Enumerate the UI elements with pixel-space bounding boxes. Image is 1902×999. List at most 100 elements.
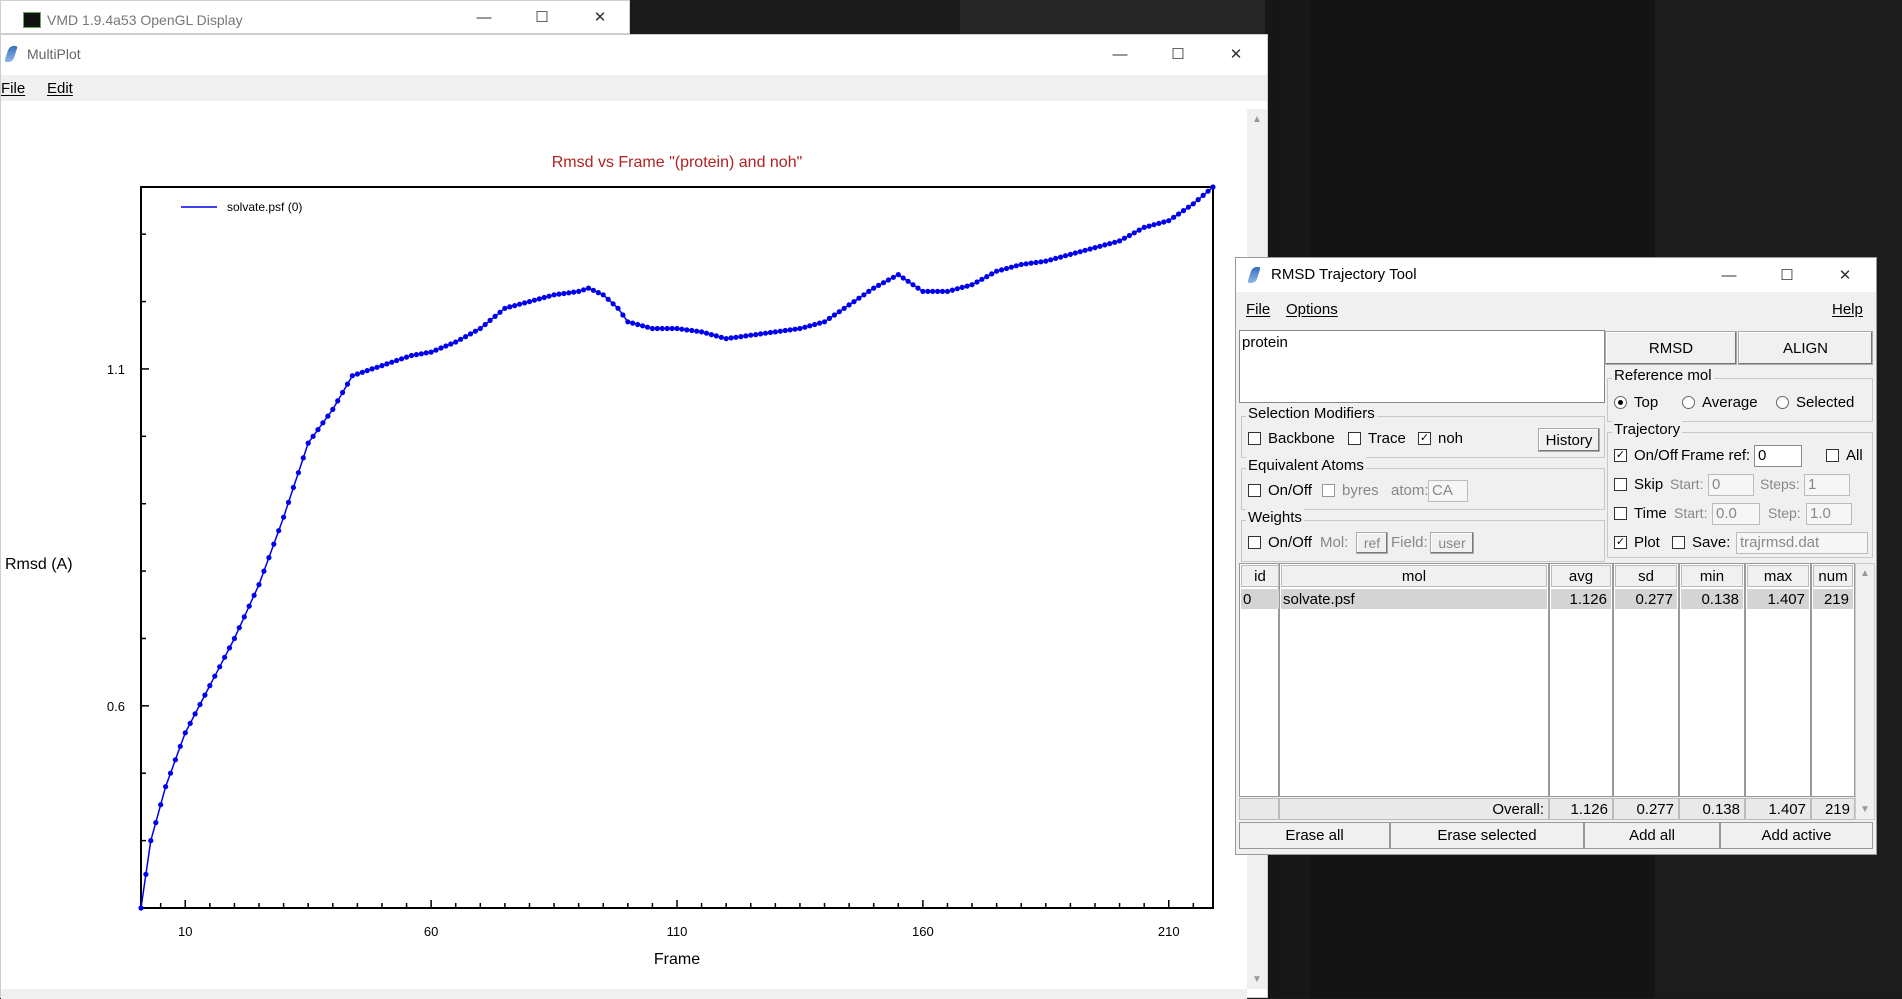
close-icon[interactable]: ✕	[1838, 267, 1852, 284]
trajectory-label: Trajectory	[1612, 421, 1683, 438]
save-checkbox[interactable]	[1672, 536, 1685, 549]
data-point	[433, 347, 439, 353]
menu-file[interactable]: File	[1, 80, 26, 97]
scroll-down-icon[interactable]: ▼	[1252, 973, 1262, 985]
row-sd[interactable]: 0.277	[1615, 589, 1677, 609]
menu-options[interactable]: Options	[1286, 301, 1338, 318]
backbone-checkbox[interactable]	[1248, 432, 1261, 445]
data-point	[1200, 192, 1206, 198]
min-header[interactable]: min	[1681, 565, 1743, 587]
multiplot-titlebar[interactable]: MultiPlot — ☐ ✕	[1, 35, 1267, 73]
data-point	[1171, 214, 1177, 220]
trajectory-onoff-checkbox[interactable]: ✓	[1614, 449, 1627, 462]
horizontal-scrollbar[interactable]	[1, 989, 1247, 999]
rmsd-button[interactable]: RMSD	[1605, 331, 1737, 365]
byres-checkbox[interactable]	[1322, 484, 1335, 497]
data-point	[890, 274, 897, 280]
data-point	[723, 336, 729, 342]
erase-selected-button[interactable]: Erase selected	[1390, 822, 1584, 849]
equivalent-atoms-label: Equivalent Atoms	[1246, 457, 1366, 474]
multiplot-menubar: File Edit	[1, 75, 1267, 101]
frame-ref-entry[interactable]: 0	[1754, 445, 1802, 467]
ref-button[interactable]: ref	[1356, 532, 1388, 554]
minimize-icon[interactable]: —	[476, 8, 492, 26]
weights-onoff-checkbox[interactable]	[1248, 536, 1261, 549]
row-id[interactable]: 0	[1241, 589, 1279, 609]
data-point	[925, 288, 931, 294]
add-all-button[interactable]: Add all	[1584, 822, 1720, 849]
trace-checkbox[interactable]	[1348, 432, 1361, 445]
vmd-display-titlebar[interactable]: VMD 1.9.4a53 OpenGL Display — ☐ ✕	[0, 0, 630, 34]
ref-top-radio[interactable]	[1614, 396, 1627, 409]
scroll-down-icon[interactable]: ▼	[1860, 803, 1870, 815]
menu-file[interactable]: File	[1246, 301, 1271, 318]
erase-all-button[interactable]: Erase all	[1239, 822, 1390, 849]
data-point	[615, 305, 621, 311]
max-header[interactable]: max	[1747, 565, 1809, 587]
maximize-icon[interactable]: ☐	[1780, 267, 1794, 284]
maximize-icon[interactable]: ☐	[535, 9, 549, 26]
skip-checkbox[interactable]	[1614, 478, 1627, 491]
data-point	[654, 325, 660, 332]
time-checkbox[interactable]	[1614, 507, 1627, 520]
rmsd-tool-titlebar[interactable]: RMSD Trajectory Tool — ☐ ✕	[1236, 258, 1876, 292]
data-point	[438, 345, 444, 351]
align-button[interactable]: ALIGN	[1738, 331, 1873, 365]
ref-top-label: Top	[1634, 394, 1659, 411]
avg-header[interactable]: avg	[1551, 565, 1611, 587]
equivalent-onoff-checkbox[interactable]	[1248, 484, 1261, 497]
step-entry[interactable]: 1.0	[1806, 503, 1852, 525]
data-point	[1205, 188, 1211, 194]
ref-average-radio[interactable]	[1682, 396, 1695, 409]
minimize-icon[interactable]: —	[1112, 45, 1128, 63]
data-point	[767, 329, 774, 336]
num-header[interactable]: num	[1813, 565, 1853, 587]
user-button[interactable]: user	[1430, 532, 1474, 554]
data-point	[266, 555, 272, 561]
plot-canvas[interactable]: Rmsd vs Frame "(protein) and noh" Frame Rm…	[1, 103, 1247, 979]
scroll-up-icon[interactable]: ▲	[1860, 567, 1870, 579]
data-point	[467, 331, 474, 337]
weights-label: Weights	[1246, 509, 1304, 526]
data-point	[876, 282, 882, 288]
history-button[interactable]: History	[1538, 428, 1600, 452]
menu-help[interactable]: Help	[1832, 301, 1863, 318]
steps-entry[interactable]: 1	[1804, 474, 1850, 496]
mol-header[interactable]: mol	[1281, 565, 1547, 587]
minimize-icon[interactable]: —	[1721, 266, 1737, 284]
atom-entry[interactable]: CA	[1428, 480, 1468, 502]
save-file-entry[interactable]: trajrmsd.dat	[1736, 532, 1868, 554]
data-point	[581, 287, 587, 293]
ref-selected-radio[interactable]	[1776, 396, 1789, 409]
row-min[interactable]: 0.138	[1681, 589, 1743, 609]
close-icon[interactable]: ✕	[593, 9, 607, 26]
selection-text-area[interactable]: protein	[1239, 330, 1605, 403]
row-max[interactable]: 1.407	[1747, 589, 1809, 609]
maximize-icon[interactable]: ☐	[1171, 46, 1185, 63]
data-point	[659, 325, 665, 332]
id-header[interactable]: id	[1241, 565, 1279, 587]
all-checkbox[interactable]	[1826, 449, 1839, 462]
close-icon[interactable]: ✕	[1229, 46, 1243, 63]
data-point	[1087, 246, 1093, 252]
scroll-up-icon[interactable]: ▲	[1252, 113, 1262, 125]
row-avg[interactable]: 1.126	[1551, 589, 1611, 609]
data-point	[315, 427, 321, 433]
row-mol[interactable]: solvate.psf	[1281, 589, 1547, 609]
data-point	[954, 286, 960, 292]
sd-header[interactable]: sd	[1615, 565, 1677, 587]
data-point	[443, 343, 449, 349]
plot-checkbox[interactable]: ✓	[1614, 536, 1627, 549]
data-point	[138, 905, 144, 911]
skip-start-entry[interactable]: 0	[1708, 474, 1754, 496]
backbone-label: Backbone	[1268, 430, 1335, 447]
row-num[interactable]: 219	[1813, 589, 1853, 609]
chart-title: Rmsd vs Frame "(protein) and noh"	[552, 154, 803, 171]
data-point	[1161, 219, 1167, 225]
noh-checkbox[interactable]: ✓	[1418, 432, 1431, 445]
time-start-entry[interactable]: 0.0	[1712, 503, 1760, 525]
table-scrollbar[interactable]: ▲ ▼	[1855, 563, 1875, 820]
tk-feather-icon	[1247, 265, 1261, 285]
add-active-button[interactable]: Add active	[1720, 822, 1873, 849]
menu-edit[interactable]: Edit	[47, 80, 73, 97]
